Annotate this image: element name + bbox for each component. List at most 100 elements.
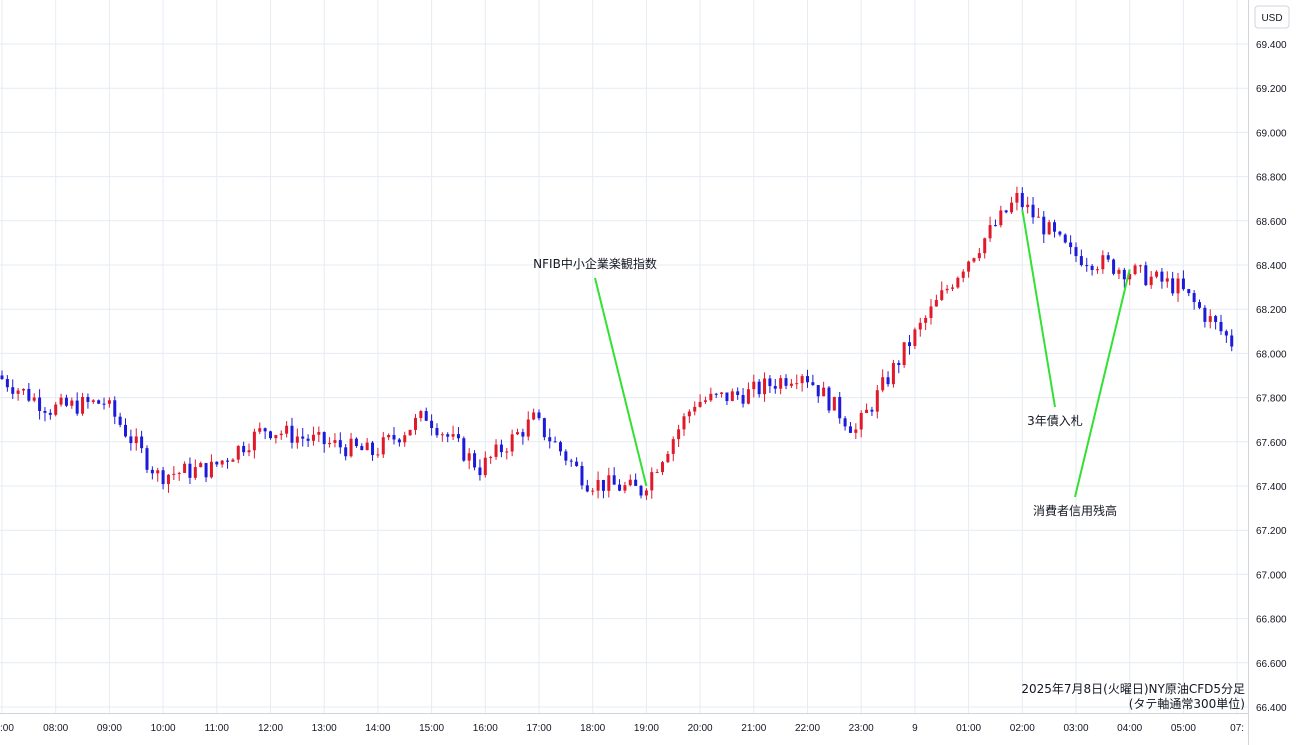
- x-tick-label: 19:00: [634, 723, 659, 734]
- candle-body: [494, 444, 498, 457]
- candle-body: [274, 435, 278, 439]
- x-tick-label: 04:00: [1117, 723, 1142, 734]
- candle-body: [854, 429, 858, 433]
- candle-body: [1187, 289, 1191, 294]
- candle-body: [623, 485, 627, 491]
- candle-body: [392, 435, 396, 440]
- candle-body: [306, 438, 310, 441]
- candle-body: [1155, 271, 1159, 277]
- candle-body: [687, 411, 691, 417]
- candle-body: [564, 451, 568, 461]
- candle-body: [822, 387, 826, 397]
- candle-body: [38, 397, 42, 411]
- candle-body: [81, 397, 85, 414]
- candle-body: [725, 392, 729, 402]
- candle-body: [693, 406, 697, 412]
- candle-body: [542, 418, 546, 438]
- candle-body: [601, 479, 605, 491]
- currency-badge[interactable]: USD: [1254, 5, 1290, 29]
- candle-body: [811, 382, 815, 386]
- y-tick-label: 66.600: [1256, 659, 1287, 670]
- candle-body: [510, 434, 514, 452]
- candle-body: [827, 387, 831, 411]
- candle-body: [677, 429, 681, 440]
- candle-body: [70, 400, 74, 406]
- currency-label: USD: [1261, 13, 1282, 24]
- candle-body: [295, 436, 299, 443]
- candlestick-series: [0, 186, 1234, 500]
- annotation-label: 消費者信用残高: [1033, 503, 1117, 518]
- candle-body: [1101, 255, 1105, 270]
- candle-body: [360, 446, 364, 451]
- candle-body: [424, 411, 428, 421]
- candle-body: [548, 437, 552, 442]
- x-tick-label: 23:00: [849, 723, 874, 734]
- candle-body: [505, 451, 509, 453]
- candle-body: [1031, 204, 1035, 218]
- candle-body: [784, 378, 788, 386]
- candle-body: [730, 391, 734, 402]
- candle-body: [741, 395, 745, 404]
- y-tick-label: 68.000: [1256, 349, 1287, 360]
- candle-body: [1138, 265, 1142, 267]
- candle-body: [993, 225, 997, 227]
- candle-body: [891, 362, 895, 385]
- candle-body: [575, 461, 579, 467]
- candle-body: [145, 448, 149, 470]
- candle-body: [795, 383, 799, 385]
- candle-body: [193, 467, 197, 478]
- candle-body: [1010, 202, 1014, 213]
- x-tick-label: 12:00: [258, 723, 283, 734]
- candle-body: [172, 473, 176, 475]
- x-tick-label: 9: [912, 723, 918, 734]
- candle-body: [16, 390, 20, 394]
- y-tick-label: 66.400: [1256, 703, 1287, 714]
- candle-body: [21, 388, 25, 391]
- candle-body: [11, 387, 15, 394]
- candle-body: [317, 432, 321, 435]
- candle-body: [703, 400, 707, 402]
- candle-body: [435, 427, 439, 436]
- candle-body: [1144, 265, 1148, 286]
- candle-body: [843, 418, 847, 427]
- candle-body: [988, 225, 992, 239]
- candle-body: [489, 456, 493, 458]
- candle-body: [682, 416, 686, 430]
- candle-body: [209, 461, 213, 478]
- y-tick-label: 69.400: [1256, 40, 1287, 51]
- candle-body: [247, 450, 251, 453]
- candle-body: [865, 409, 869, 413]
- candle-body: [1079, 256, 1083, 266]
- candle-body: [1020, 192, 1024, 208]
- candle-body: [972, 258, 976, 262]
- candle-body: [1069, 242, 1073, 248]
- candle-body: [859, 412, 863, 430]
- candle-body: [1198, 302, 1202, 308]
- candle-body: [43, 410, 47, 413]
- candle-body: [1133, 265, 1137, 275]
- candle-body: [763, 378, 767, 395]
- candle-body: [961, 271, 965, 278]
- candle-body: [736, 391, 740, 396]
- x-tick-label: 20:00: [688, 723, 713, 734]
- candle-body: [462, 438, 466, 461]
- candle-body: [698, 401, 702, 407]
- candle-body: [1015, 192, 1019, 203]
- candle-body: [655, 472, 659, 474]
- annotation-leader-line: [1074, 269, 1131, 498]
- candle-body: [220, 460, 224, 465]
- grid-lines: [0, 0, 1248, 713]
- candle-body: [75, 400, 79, 414]
- candle-body: [124, 424, 128, 437]
- x-tick-label: 22:00: [795, 723, 820, 734]
- candle-body: [1058, 231, 1062, 235]
- time-axis[interactable]: :00 08:00 09:00 10:00 11:00 12:00 13:00 14:00 15…: [0, 723, 1244, 734]
- price-axis[interactable]: 69.400 69.200 69.000 68.800 68.600 68.400 68.2…: [1256, 40, 1287, 714]
- candle-body: [628, 479, 632, 486]
- candle-body: [32, 397, 36, 401]
- candle-body: [156, 470, 160, 474]
- candle-body: [532, 412, 536, 420]
- candle-body: [118, 416, 122, 425]
- candle-body: [1203, 307, 1207, 322]
- candle-body: [1026, 204, 1030, 208]
